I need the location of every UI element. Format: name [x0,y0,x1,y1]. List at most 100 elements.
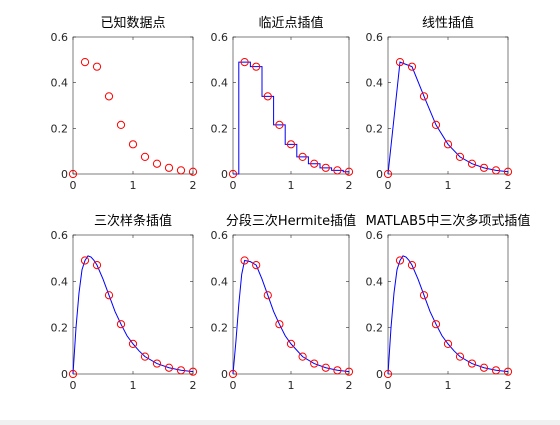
data-point-marker [152,159,162,168]
data-point-marker [443,140,453,149]
data-point-marker [116,120,126,130]
y-tick-label: 0.6 [211,229,229,242]
x-tick-label: 0 [70,179,77,192]
data-point-marker [419,92,429,101]
interpolation-line [72,255,194,375]
data-point-marker [188,167,198,176]
data-point-marker [407,62,417,71]
y-tick-label: 0.6 [51,229,69,242]
axes-frame [72,234,194,375]
data-point-marker [479,363,489,372]
x-tick-label: 0 [230,179,237,192]
data-point-marker [164,363,174,372]
y-tick-label: 0.2 [51,322,69,335]
subplot-6: 0 0.2 0.4 0.6 0 1 2 MATLAB5中三次多项式插值 [366,213,531,392]
subplot-title: 临近点插值 [258,15,323,31]
x-tick-label: 0 [70,379,77,392]
data-point-marker [263,291,272,300]
data-point-marker [176,366,186,375]
y-tick-label: 0.4 [51,275,69,288]
data-point-marker [383,369,393,379]
axes-frame [72,36,194,175]
subplot-title: 三次样条插值 [94,213,172,229]
data-point-marker [310,159,319,168]
data-point-marker [252,261,261,270]
data-point-marker [164,163,174,172]
data-point-marker [310,359,319,368]
y-tick-label: 0 [61,168,68,181]
y-tick-label: 0.4 [211,77,229,90]
data-point-marker [104,291,114,300]
axes-frame [232,36,350,175]
axes-frame [387,234,509,375]
x-tick-label: 1 [445,179,452,192]
data-point-marker [80,256,90,265]
data-point-marker [298,352,307,361]
x-tick-label: 1 [130,179,137,192]
x-tick-label: 2 [346,179,353,192]
y-tick-label: 0.2 [211,322,229,335]
y-tick-label: 0.4 [366,77,384,90]
y-tick-label: 0.6 [211,31,229,44]
data-point-marker [443,339,453,348]
data-point-marker [92,62,102,71]
data-point-marker [491,166,501,175]
x-tick-label: 2 [346,379,353,392]
data-point-marker [455,352,465,361]
data-point-marker [128,140,138,149]
axes-frame [387,36,509,175]
data-point-marker [252,62,261,71]
data-point-marker [321,163,330,172]
data-point-marker [479,163,489,172]
y-tick-label: 0.2 [366,322,384,335]
data-point-marker [68,369,78,379]
data-point-marker [286,339,296,348]
data-point-marker [176,166,186,175]
data-point-marker [467,359,477,368]
y-tick-label: 0.6 [366,31,384,44]
data-point-marker [128,339,138,348]
data-point-marker [419,291,429,300]
data-point-marker [240,58,249,67]
data-point-marker [298,152,307,161]
data-point-marker [344,167,354,176]
y-tick-label: 0.2 [366,122,384,135]
interpolation-line [233,61,349,175]
data-point-marker [240,256,249,265]
x-tick-label: 1 [130,379,137,392]
x-tick-label: 2 [190,379,197,392]
subplot-title: MATLAB5中三次多项式插值 [366,213,531,229]
data-point-marker [467,159,477,168]
y-tick-label: 0 [376,368,383,381]
data-point-marker [395,58,405,67]
subplot-4: 0 0.2 0.4 0.6 0 1 2 三次样条插值 [51,213,198,392]
data-point-marker [92,261,102,270]
x-tick-label: 0 [385,379,392,392]
subplot-title: 已知数据点 [100,15,165,31]
x-tick-label: 0 [230,379,237,392]
y-tick-label: 0 [61,368,68,381]
y-tick-label: 0.2 [51,122,69,135]
y-tick-label: 0.4 [211,275,229,288]
data-point-marker [80,58,90,67]
data-point-marker [228,169,238,179]
y-tick-label: 0.4 [366,275,384,288]
subplot-title: 分段三次Hermite插值 [226,213,356,229]
y-tick-label: 0 [376,168,383,181]
data-point-marker [140,152,150,161]
data-point-marker [395,256,405,265]
x-tick-label: 2 [505,379,512,392]
data-point-marker [503,167,513,176]
x-tick-label: 0 [385,179,392,192]
subplot-2: 0 0.2 0.4 0.6 0 1 2 临近点插值 [211,15,354,192]
x-tick-label: 2 [505,179,512,192]
data-point-marker [383,169,393,179]
data-point-marker [431,120,441,130]
x-tick-label: 1 [288,379,295,392]
data-point-marker [152,359,162,368]
data-point-marker [333,166,342,175]
data-point-marker [491,366,501,375]
axes-frame [232,234,350,375]
data-point-marker [140,352,150,361]
data-point-marker [263,92,272,101]
